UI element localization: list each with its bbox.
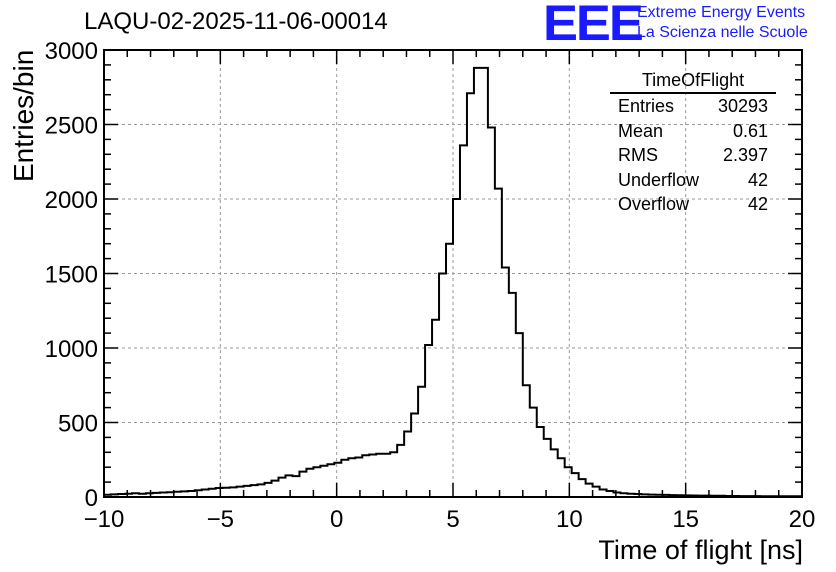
axis-tick-labels: −10 −5 0 5 10 15 20 0 500 1000 1500 2000 2500 3000 [45, 38, 816, 533]
x-tick-label: 20 [789, 506, 816, 533]
x-axis-label: Time of flight [ns] [598, 535, 803, 565]
y-tick-label: 0 [85, 485, 98, 512]
y-tick-label: 500 [58, 411, 98, 438]
x-tick-label: 5 [446, 506, 459, 533]
logo-line-1: Extreme Energy Events [637, 4, 806, 21]
x-tick-label: 0 [330, 506, 343, 533]
y-axis-label-wrap: Entries/bin [8, 50, 39, 192]
stats-label: RMS [618, 145, 658, 165]
axis-ticks [103, 49, 803, 498]
stats-box: TimeOfFlight Entries 30293 Mean 0.61 RMS… [610, 69, 776, 217]
stats-row-mean: Mean 0.61 [610, 119, 776, 144]
x-tick-label: 15 [672, 506, 699, 533]
y-tick-label: 1000 [45, 336, 98, 363]
eee-logo-caption: Extreme Energy Events La Scienza nelle S… [637, 3, 808, 43]
eee-logo: EEE [543, 0, 644, 51]
stats-row-rms: RMS 2.397 [610, 143, 776, 168]
stats-value: 2.397 [722, 145, 768, 165]
y-axis-label: Entries/bin [8, 49, 39, 182]
stats-value: 0.61 [732, 120, 768, 141]
plot-title: LAQU-02-2025-11-06-00014 [84, 8, 388, 35]
x-tick-label: −5 [207, 506, 234, 533]
y-tick-label: 1500 [45, 262, 98, 289]
stats-value: 42 [747, 194, 768, 214]
y-tick-label: 3000 [45, 38, 98, 65]
grid-lines [104, 50, 802, 497]
stats-label: Mean [618, 120, 664, 141]
stats-label: Overflow [618, 194, 690, 214]
stats-title: TimeOfFlight [610, 69, 776, 94]
stats-row-entries: Entries 30293 [610, 94, 776, 119]
stats-label: Underflow [618, 169, 700, 190]
logo-line-2: La Scienza nelle Scuole [637, 24, 808, 41]
stats-value: 42 [747, 169, 768, 190]
stats-value: 30293 [717, 96, 768, 116]
stats-row-underflow: Underflow 42 [610, 168, 776, 193]
histogram-series [104, 66, 802, 498]
y-tick-label: 2000 [45, 187, 98, 214]
x-tick-label: 10 [556, 506, 583, 533]
y-tick-label: 2500 [45, 113, 98, 140]
stats-row-overflow: Overflow 42 [610, 192, 776, 217]
x-tick-label: −10 [84, 506, 125, 533]
stats-label: Entries [618, 96, 675, 116]
